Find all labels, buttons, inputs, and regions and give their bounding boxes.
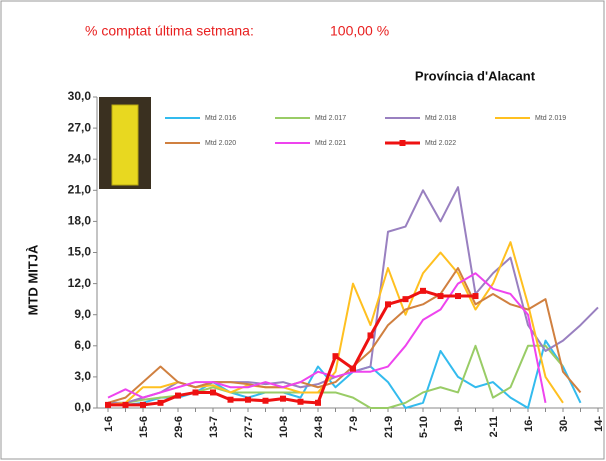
series-marker [262,397,269,404]
y-tick-label: 27,0 [68,120,92,134]
legend-label: Mtd 2.017 [315,115,346,122]
series-marker [140,401,146,408]
series-marker [332,353,339,360]
x-tick-label: 21-9 [383,416,395,438]
x-tick-label: 2-11 [488,416,500,437]
series-line [107,272,547,404]
series-marker [175,392,181,399]
series-marker [315,399,321,406]
series-marker [105,401,111,408]
y-axis-label: MTD MITJÀ [25,244,40,315]
series-marker [420,287,426,294]
x-tick-label: 16- [523,416,535,432]
header: % comptat última setmana: [85,23,254,39]
y-tick-label: 15,0 [68,245,92,259]
legend-label: Mtd 2.022 [425,140,456,147]
series-marker [227,396,234,403]
y-tick-label: 9,0 [74,307,91,321]
x-tick-label: 29-6 [173,416,185,438]
x-tick-label: 5-10 [418,416,430,438]
x-tick-label: 14- [593,416,605,432]
y-tick-label: 24,0 [68,151,92,165]
x-tick-label: 19- [453,416,465,432]
series-marker [192,389,199,396]
series-marker [297,398,304,405]
legend-label: Mtd 2.016 [205,115,236,122]
header-value: 100,00 % [330,23,389,39]
y-tick-label: 6,0 [74,338,91,352]
y-tick-label: 21,0 [68,182,92,196]
x-tick-label: 15-6 [138,416,150,438]
legend-label: Mtd 2.019 [535,115,566,122]
legend-marker [399,140,406,146]
series-marker [157,399,164,406]
series-marker [402,296,409,303]
series-marker [385,301,391,308]
series-marker [245,396,251,403]
legend-label: Mtd 2.021 [315,140,346,147]
x-tick-label: 24-8 [313,416,325,438]
legend-label: Mtd 2.020 [205,140,236,147]
trap-photo [99,97,151,189]
y-tick-label: 12,0 [68,276,92,290]
y-tick-label: 3,0 [74,369,91,383]
series-marker [472,293,479,300]
series-line [108,289,476,407]
legend-label: Mtd 2.018 [425,115,456,122]
x-tick-label: 7-9 [348,416,360,432]
y-tick-label: 0,0 [74,400,91,414]
x-tick-label: 10-8 [278,416,290,438]
chart-title: Província d'Alacant [415,68,536,83]
series-marker [210,389,216,396]
series-marker [280,395,286,402]
x-tick-label: 1-6 [103,416,115,432]
plot [105,186,599,409]
series-marker [122,401,129,408]
x-tick-label: 30- [558,416,570,432]
x-tick-label: 13-7 [208,416,220,438]
y-tick-label: 18,0 [68,214,92,228]
y-tick-label: 30,0 [68,89,92,103]
x-tick-label: 27-7 [243,416,255,438]
series-marker [350,365,356,372]
series-marker [437,293,444,300]
series-marker [455,293,461,300]
series-marker [367,332,374,339]
